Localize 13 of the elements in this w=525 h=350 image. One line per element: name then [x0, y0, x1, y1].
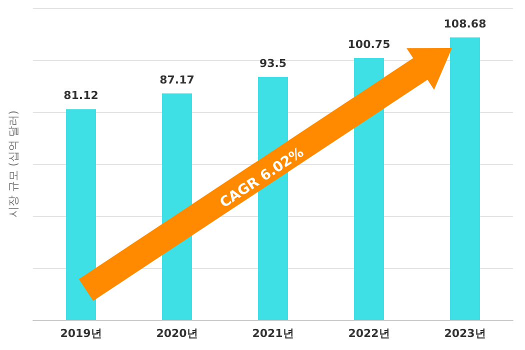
data-label: 93.5 — [259, 56, 287, 70]
x-tick-label: 2020년 — [156, 327, 198, 340]
data-label: 108.68 — [444, 17, 486, 30]
x-tick-label: 2021년 — [252, 327, 294, 340]
x-tick-label: 2023년 — [444, 327, 486, 340]
data-label: 87.17 — [160, 73, 194, 86]
bar — [66, 109, 96, 320]
y-axis-title: 시장 규모 (십억 달러) — [7, 110, 20, 218]
bar — [450, 37, 480, 320]
x-tick-label: 2019년 — [60, 327, 102, 340]
x-tick-label: 2022년 — [348, 327, 390, 340]
data-label: 100.75 — [348, 38, 390, 52]
data-label: 81.12 — [64, 89, 98, 102]
